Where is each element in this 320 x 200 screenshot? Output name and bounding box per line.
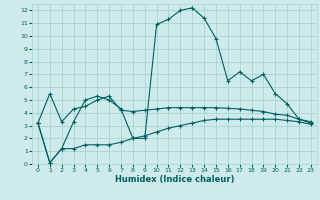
X-axis label: Humidex (Indice chaleur): Humidex (Indice chaleur) [115, 175, 234, 184]
